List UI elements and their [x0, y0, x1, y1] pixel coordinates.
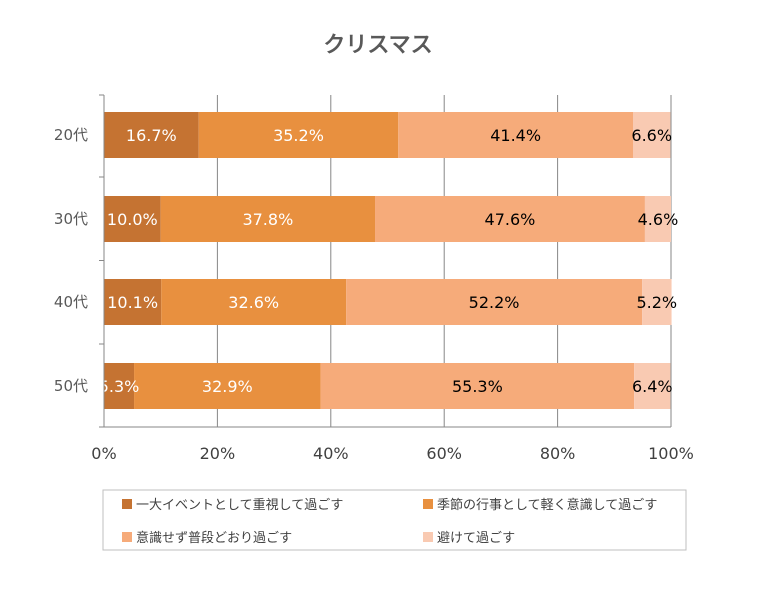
data-label: 6.4% [632, 377, 673, 396]
legend-label: 意識せず普段どおり過ごす [136, 530, 292, 546]
legend-swatch [122, 499, 132, 509]
x-tick-label: 0% [91, 444, 116, 463]
data-label: 41.4% [490, 126, 541, 145]
data-label: 10.0% [107, 210, 158, 229]
category-label: 50代 [54, 377, 88, 395]
category-label: 30代 [54, 210, 88, 228]
data-label: 6.6% [631, 126, 672, 145]
data-label: 5.2% [636, 293, 677, 312]
data-label: 52.2% [469, 293, 520, 312]
legend-label: 一大イベントとして重視して過ごす [136, 497, 343, 513]
data-label: 55.3% [452, 377, 503, 396]
bar-segment [104, 363, 135, 409]
data-label: 32.9% [202, 377, 253, 396]
data-label: 37.8% [242, 210, 293, 229]
category-labels: 20代 30代 40代 50代 [54, 126, 88, 395]
x-tick-label: 60% [426, 444, 462, 463]
bar-segment [644, 196, 671, 242]
x-tick-label: 40% [313, 444, 349, 463]
category-label: 20代 [54, 126, 88, 144]
legend-label: 避けて過ごす [437, 530, 515, 546]
data-label: 47.6% [485, 210, 536, 229]
bar-segment [642, 279, 672, 325]
legend-swatch [423, 499, 433, 509]
bar-segment [104, 196, 161, 242]
legend-swatch [122, 532, 132, 542]
legend: 一大イベントとして重視して過ごす 季節の行事として軽く意識して過ごす意識せず普段ど… [102, 489, 687, 551]
bar-segment [160, 196, 376, 242]
data-labels: 16.7% 35.2% 41.4% 6.6% 10.0% 37.8% 47.6% 4.6% 10… [99, 126, 679, 396]
data-label: 5.3% [99, 377, 140, 396]
data-label: 4.6% [638, 210, 679, 229]
bar-segment [134, 363, 321, 409]
bars [104, 112, 672, 409]
bar-segment [104, 112, 199, 158]
legend-box [102, 489, 687, 551]
data-label: 10.1% [107, 293, 158, 312]
legend-swatch [423, 532, 433, 542]
category-label: 40代 [54, 293, 88, 311]
bar-segment [198, 112, 399, 158]
axis [99, 94, 671, 428]
bar-segment [346, 279, 643, 325]
x-tick-label: 80% [540, 444, 576, 463]
bar-segment [104, 279, 162, 325]
data-label: 32.6% [228, 293, 279, 312]
bar-segment [633, 112, 671, 158]
bar-segment [398, 112, 634, 158]
bar-segment [634, 363, 671, 409]
data-label: 16.7% [126, 126, 177, 145]
x-tick-label: 20% [200, 444, 236, 463]
bar-segment [320, 363, 635, 409]
data-label: 35.2% [273, 126, 324, 145]
bar-segment [161, 279, 347, 325]
x-tick-labels: 0% 20% 40% 60% 80% 100% [91, 444, 694, 463]
chart-title: クリスマス [323, 33, 432, 58]
legend-label: 季節の行事として軽く意識して過ごす [437, 497, 657, 513]
bar-segment [375, 196, 645, 242]
x-tick-label: 100% [648, 444, 694, 463]
